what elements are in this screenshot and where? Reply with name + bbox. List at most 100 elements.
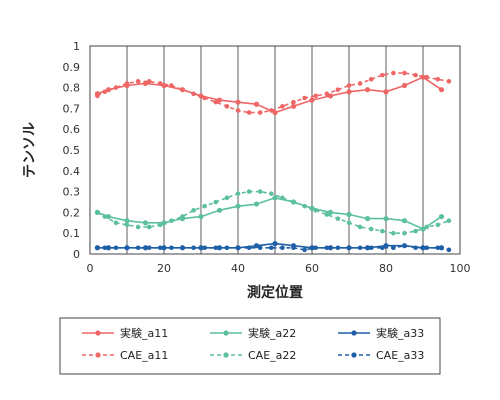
data-point-1-29 bbox=[413, 72, 418, 78]
y-axis-ticks: 0 0.1 0.2 0.3 0.4 0.5 0.6 0.7 0.8 0.9 1 bbox=[63, 40, 81, 261]
data-point-3-21 bbox=[324, 212, 330, 217]
data-point-5-23 bbox=[346, 245, 352, 251]
data-point-5-30 bbox=[424, 245, 430, 251]
data-point-0-19 bbox=[438, 87, 445, 93]
x-tick-label-2: 40 bbox=[231, 262, 245, 275]
legend-label-1: CAE_a11 bbox=[120, 349, 168, 362]
y-tick-label-2: 0.2 bbox=[63, 206, 81, 219]
data-point-3-12 bbox=[224, 195, 230, 201]
data-point-1-1 bbox=[102, 89, 108, 95]
data-point-3-5 bbox=[146, 224, 152, 230]
data-point-2-15 bbox=[364, 216, 371, 222]
x-tick-label-5: 100 bbox=[450, 262, 471, 275]
data-point-1-15 bbox=[257, 110, 263, 115]
data-point-5-8 bbox=[180, 245, 185, 251]
data-point-1-10 bbox=[202, 95, 207, 101]
y-tick-label-7: 0.7 bbox=[63, 102, 81, 115]
legend-item-5: CAE_a33 bbox=[338, 349, 424, 362]
data-point-3-23 bbox=[346, 220, 352, 226]
data-point-3-18 bbox=[291, 199, 296, 205]
data-point-5-26 bbox=[380, 245, 385, 251]
data-point-5-15 bbox=[257, 245, 263, 251]
data-point-5-22 bbox=[335, 245, 341, 251]
data-point-3-4 bbox=[135, 224, 141, 230]
data-point-3-24 bbox=[357, 224, 363, 230]
data-point-3-11 bbox=[213, 199, 219, 205]
data-point-1-2 bbox=[113, 85, 119, 90]
data-point-3-29 bbox=[413, 228, 418, 234]
data-point-5-24 bbox=[357, 245, 363, 251]
legend-marker-1 bbox=[95, 352, 101, 358]
data-point-1-8 bbox=[180, 87, 185, 92]
data-point-3-20 bbox=[313, 208, 319, 213]
legend-label-4: 実験_a33 bbox=[376, 326, 424, 340]
data-point-0-8 bbox=[235, 99, 241, 105]
data-point-5-11 bbox=[213, 245, 219, 251]
data-point-5-3 bbox=[124, 245, 130, 251]
data-point-1-23 bbox=[346, 83, 352, 88]
legend-item-0: 実験_a11 bbox=[82, 326, 168, 340]
data-point-2-17 bbox=[401, 218, 408, 224]
data-point-0-17 bbox=[401, 82, 408, 89]
data-point-5-9 bbox=[191, 245, 196, 251]
data-point-1-21 bbox=[324, 91, 330, 97]
data-point-5-29 bbox=[413, 245, 418, 251]
data-point-3-17 bbox=[280, 195, 285, 201]
y-tick-label-9: 0.9 bbox=[63, 61, 81, 74]
data-point-1-32 bbox=[446, 79, 452, 84]
data-point-3-22 bbox=[335, 216, 341, 221]
data-point-4-6 bbox=[198, 245, 204, 251]
data-point-2-2 bbox=[124, 218, 130, 224]
data-point-3-27 bbox=[391, 230, 396, 236]
data-point-1-12 bbox=[224, 104, 230, 109]
data-point-5-32 bbox=[446, 247, 452, 253]
data-point-3-1 bbox=[102, 214, 108, 219]
data-point-2-6 bbox=[198, 213, 204, 220]
data-point-1-16 bbox=[269, 108, 274, 113]
data-point-5-17 bbox=[280, 245, 285, 251]
legend-label-5: CAE_a33 bbox=[376, 349, 424, 362]
data-point-5-18 bbox=[291, 245, 296, 251]
legend-item-3: CAE_a22 bbox=[210, 349, 296, 362]
data-point-0-15 bbox=[364, 87, 371, 93]
data-point-2-1 bbox=[105, 213, 112, 220]
data-point-1-25 bbox=[368, 76, 374, 82]
data-point-5-20 bbox=[313, 245, 319, 251]
legend-label-2: 実験_a22 bbox=[248, 326, 296, 340]
data-point-1-3 bbox=[124, 81, 130, 86]
data-point-0-10 bbox=[272, 109, 278, 116]
data-point-1-11 bbox=[213, 99, 219, 105]
data-point-5-10 bbox=[202, 245, 207, 251]
data-point-3-26 bbox=[380, 228, 385, 234]
data-point-2-3 bbox=[142, 220, 149, 226]
data-point-3-28 bbox=[402, 230, 407, 236]
legend-marker-5 bbox=[351, 352, 357, 358]
data-point-2-10 bbox=[272, 195, 278, 201]
data-point-0-16 bbox=[383, 89, 389, 95]
data-point-3-6 bbox=[158, 222, 163, 228]
data-point-4-9 bbox=[253, 243, 260, 249]
legend-box bbox=[59, 317, 441, 375]
legend-item-2: 実験_a22 bbox=[210, 326, 296, 340]
data-point-5-4 bbox=[135, 245, 141, 251]
data-point-1-27 bbox=[391, 70, 396, 76]
y-tick-label-0: 0 bbox=[73, 248, 80, 261]
series-line-0 bbox=[97, 76, 442, 114]
series-1 bbox=[95, 70, 452, 115]
y-tick-label-8: 0.8 bbox=[63, 82, 81, 95]
data-point-3-31 bbox=[435, 222, 441, 228]
data-point-5-7 bbox=[169, 245, 174, 251]
data-point-3-14 bbox=[246, 189, 252, 194]
data-point-3-9 bbox=[191, 208, 196, 213]
data-point-1-28 bbox=[402, 70, 407, 76]
data-point-2-13 bbox=[327, 209, 334, 215]
data-point-3-8 bbox=[180, 214, 185, 219]
x-tick-label-0: 0 bbox=[87, 262, 94, 275]
series-lines bbox=[94, 70, 452, 253]
data-point-0-9 bbox=[253, 101, 260, 107]
data-point-2-19 bbox=[438, 213, 445, 220]
data-point-4-16 bbox=[383, 243, 389, 249]
data-point-1-7 bbox=[169, 83, 174, 88]
